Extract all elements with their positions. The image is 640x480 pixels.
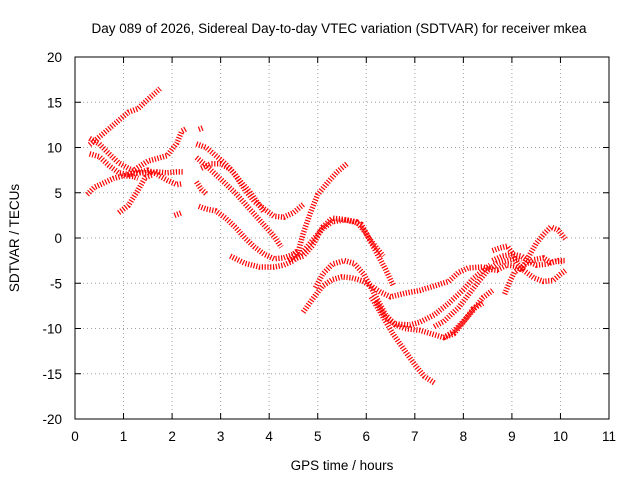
series-trace-x: [496, 262, 567, 285]
x-tick-label: 4: [265, 429, 273, 444]
x-tick-label: 6: [363, 429, 371, 444]
series-trace-m: [197, 203, 301, 262]
y-axis-label: SDTVAR / TECUs: [7, 184, 22, 293]
series-trace-p: [287, 215, 386, 264]
series-trace-z: [491, 224, 568, 272]
series-trace-k: [200, 161, 267, 215]
series-trace-o: [286, 161, 349, 263]
x-tick-label: 2: [168, 429, 176, 444]
y-tick-label: 15: [47, 95, 62, 110]
y-tick-label: 20: [47, 50, 62, 65]
series-trace-a: [88, 136, 185, 176]
x-tick-label: 3: [217, 429, 225, 444]
y-tick-label: -10: [42, 322, 62, 337]
y-tick-labels: -20 -15 -10 -5 0 5 10 15 20: [42, 50, 62, 427]
series-trace-c: [85, 172, 140, 197]
x-axis-label: GPS time / hours: [291, 458, 394, 473]
y-tick-label: 0: [54, 231, 62, 246]
y-tick-label: 10: [47, 141, 62, 156]
x-tick-label: 10: [553, 429, 568, 444]
series-trace-r: [312, 257, 485, 341]
series-trace-u: [432, 256, 523, 330]
series-trace-y: [502, 255, 566, 296]
grid-lines: [75, 57, 609, 419]
series-trace-t: [373, 262, 492, 328]
y-tick-label: -5: [50, 276, 62, 291]
x-tick-label: 1: [120, 429, 128, 444]
x-tick-label: 9: [508, 429, 516, 444]
plot-frame: [74, 56, 610, 420]
series-trace-q: [300, 264, 501, 314]
x-tick-label: 7: [411, 429, 419, 444]
y-tick-label: 5: [54, 186, 62, 201]
x-tick-label: 5: [314, 429, 322, 444]
series-trace-f: [126, 126, 189, 177]
series-trace-s: [368, 295, 436, 386]
x-tick-label: 0: [71, 429, 79, 444]
data-series: [85, 86, 568, 386]
series-trace-l: [194, 180, 208, 196]
series-trace-h: [197, 125, 205, 132]
y-tick-label: -15: [42, 367, 62, 382]
y-tick-label: -20: [42, 412, 62, 427]
series-trace-j: [194, 155, 284, 249]
x-tick-labels: 0 1 2 3 4 5 6 7 8 9 10 11: [71, 429, 616, 444]
series-trace-d: [87, 86, 162, 147]
chart-title: Day 089 of 2026, Sidereal Day-to-day VTE…: [92, 21, 587, 36]
series-trace-i: [195, 141, 305, 220]
series-trace-n: [229, 217, 396, 287]
series-trace-g: [173, 210, 183, 218]
series-trace-b: [88, 151, 183, 188]
series-trace-w: [491, 251, 563, 268]
x-tick-label: 8: [460, 429, 468, 444]
x-tick-label: 11: [602, 429, 616, 444]
